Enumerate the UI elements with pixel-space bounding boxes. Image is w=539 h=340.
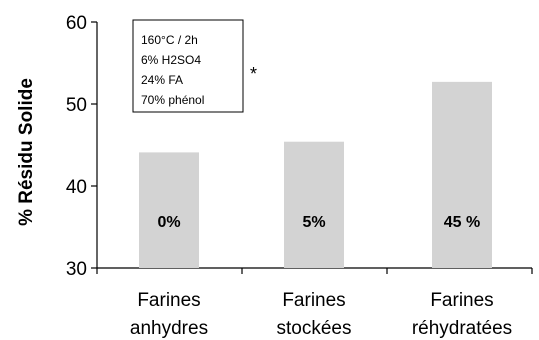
x-category-label: réhydratées: [412, 318, 512, 339]
y-tick-label: 40: [66, 177, 87, 198]
x-axis: [96, 267, 533, 274]
annotation-asterisk: *: [250, 64, 257, 84]
bar-labels-group: 0% 5% 45 %: [157, 214, 480, 231]
y-axis-title-group: % Résidu Solide: [16, 78, 37, 226]
y-tick-label: 60: [66, 13, 87, 34]
x-category-label: anhydres: [130, 318, 208, 339]
annotation-line: 160°C / 2h: [141, 33, 198, 47]
bar-label: 5%: [302, 214, 325, 231]
annotation-line: 70% phénol: [141, 93, 204, 107]
y-tick-label: 50: [66, 95, 87, 116]
bars-group: [139, 81, 492, 268]
annotation-box: 160°C / 2h 6% H2SO4 24% FA 70% phénol: [132, 19, 244, 113]
category-labels-group: Farines anhydres Farines stockées Farines réh…: [130, 290, 512, 339]
annotation-line: 24% FA: [141, 73, 183, 87]
annotation-line: 6% H2SO4: [141, 53, 201, 67]
bar-label: 45 %: [444, 214, 480, 231]
x-category-label: Farines: [430, 290, 493, 311]
bar-label: 0%: [157, 214, 180, 231]
x-category-label: Farines: [137, 290, 200, 311]
bar: [139, 152, 199, 268]
bar: [284, 141, 344, 268]
x-category-label: stockées: [277, 318, 352, 339]
y-axis-title: % Résidu Solide: [16, 78, 37, 226]
y-axis: 30 40 50 60: [66, 13, 98, 280]
y-tick-label: 30: [66, 259, 87, 280]
bar: [432, 81, 492, 268]
x-category-label: Farines: [282, 290, 345, 311]
annotation-box-frame: [132, 19, 244, 113]
